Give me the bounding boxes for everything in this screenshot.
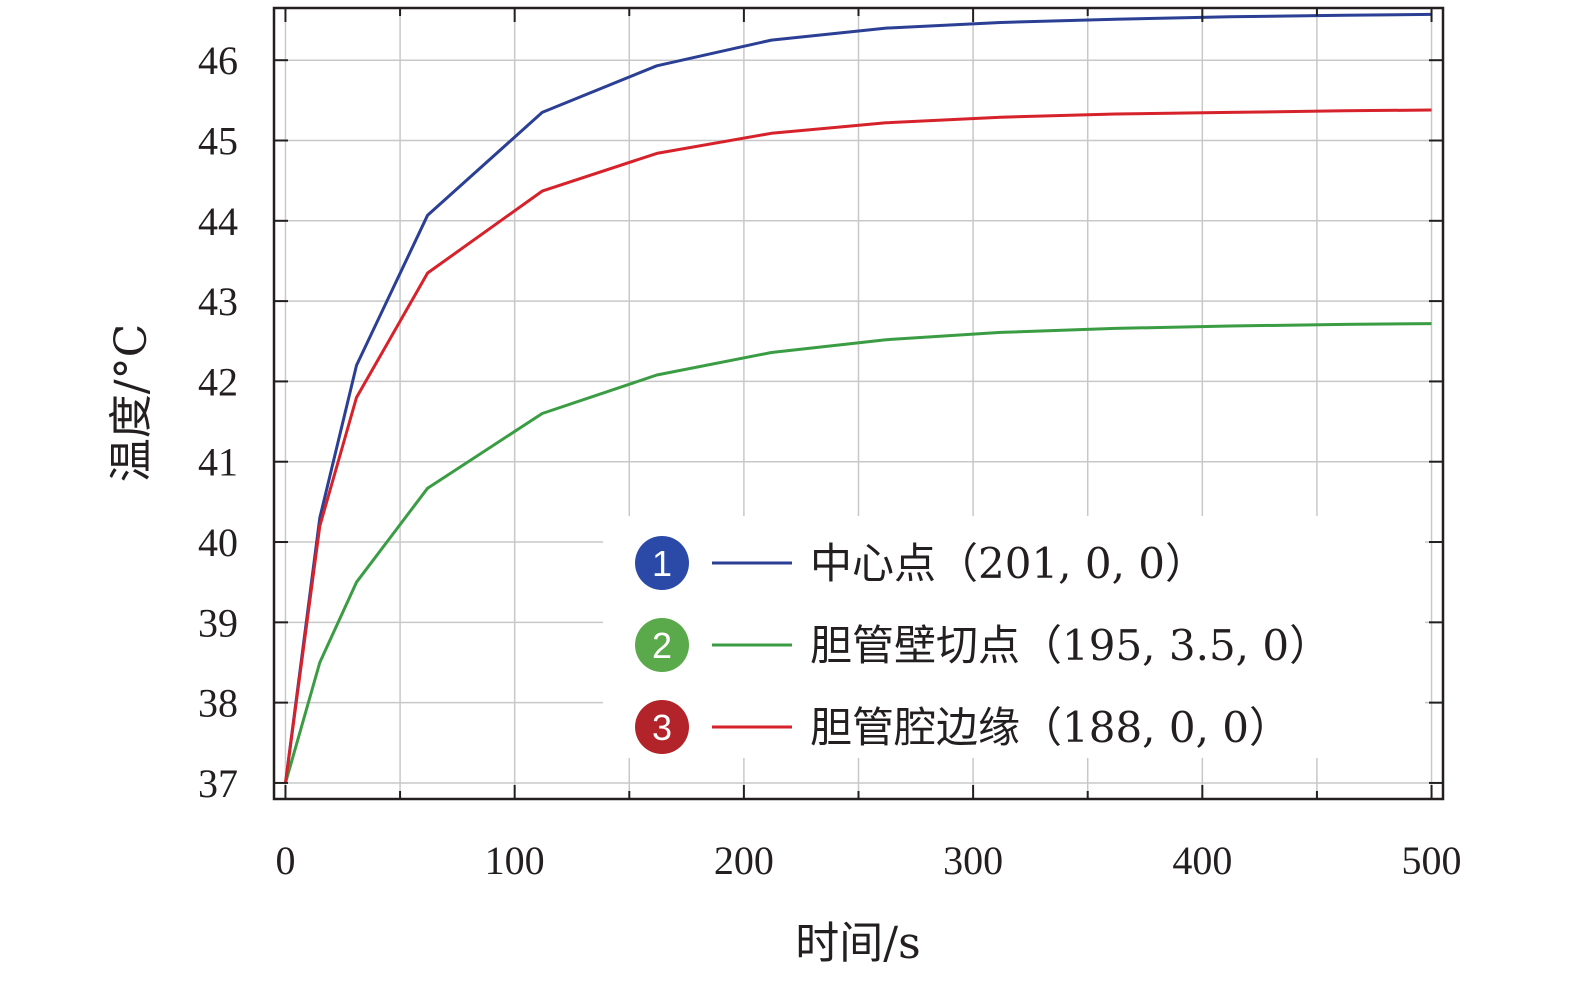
y-tick-label: 40 — [198, 520, 238, 565]
legend-label-3: 胆管腔边缘（188, 0, 0） — [810, 703, 1291, 752]
y-tick-label: 42 — [198, 359, 238, 404]
legend-label-2: 胆管壁切点（195, 3.5, 0） — [810, 621, 1331, 670]
series-line-2 — [284, 322, 1432, 784]
legend-marker-number: 1 — [652, 543, 672, 584]
axes — [272, 6, 1445, 801]
y-axis-title: 温度/°C — [106, 324, 157, 483]
legend-marker-2 — [635, 618, 689, 672]
y-tick-label: 45 — [198, 119, 238, 164]
series-lines — [284, 12, 1432, 784]
legend-marker-number: 2 — [652, 625, 672, 666]
legend-label-1: 中心点（201, 0, 0） — [810, 539, 1207, 588]
y-tick-label: 39 — [198, 600, 238, 645]
legend-box — [603, 516, 1425, 758]
legend: 1 中心点（201, 0, 0） 2 胆管壁切点（195, 3.5, 0） 3 胆管腔边缘… — [603, 516, 1425, 758]
y-tick-label: 37 — [198, 761, 238, 806]
legend-marker-number: 3 — [652, 707, 672, 748]
y-tick-label: 44 — [198, 199, 238, 244]
series-line-1 — [284, 12, 1432, 784]
series-line-3 — [284, 108, 1432, 784]
tick-labels: 0 100 200 300 400 500 37 38 39 40 41 42 43 44 45 46 — [198, 38, 1462, 883]
legend-marker-3 — [635, 700, 689, 754]
x-tick-label: 500 — [1402, 838, 1462, 883]
y-tick-label: 43 — [198, 279, 238, 324]
y-tick-label: 46 — [198, 38, 238, 83]
y-tick-label: 41 — [198, 440, 238, 485]
x-tick-label: 300 — [943, 838, 1003, 883]
x-tick-label: 200 — [714, 838, 774, 883]
legend-marker-1 — [635, 536, 689, 590]
y-tick-label: 38 — [198, 681, 238, 726]
x-axis-title: 时间/s — [795, 918, 920, 969]
x-tick-label: 400 — [1172, 838, 1232, 883]
x-tick-label: 100 — [485, 838, 545, 883]
x-tick-label: 0 — [275, 838, 295, 883]
